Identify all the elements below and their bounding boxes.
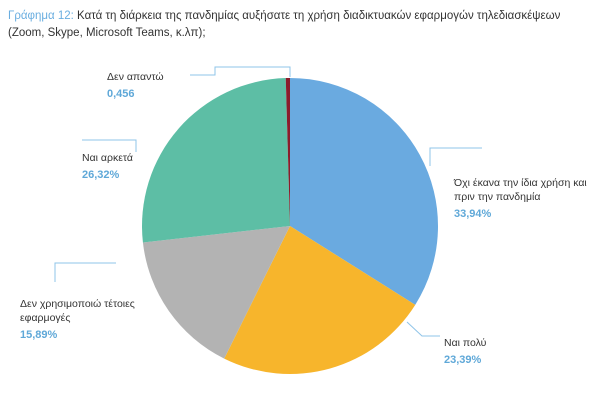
slice-label: Ναι αρκετά 26,32%	[82, 151, 202, 182]
slice	[224, 226, 416, 375]
slice-label: Δεν απαντώ 0,456	[107, 70, 217, 101]
leader-line	[82, 139, 137, 152]
slice-label: Δεν χρησιμοποιώ τέτοιες εφαρμογές 15,89%	[20, 297, 155, 342]
slice	[142, 78, 290, 243]
leader-line	[54, 262, 116, 282]
category-label: Δεν χρησιμοποιώ τέτοιες εφαρμογές	[20, 298, 135, 324]
figure-label: Γράφημα 12:	[8, 10, 74, 22]
slice	[290, 78, 439, 305]
slice-label: Όχι έκανα την ίδια χρήση και πριν την πα…	[454, 176, 594, 221]
category-label: Ναι αρκετά	[82, 152, 133, 164]
slice-label: Ναι πολύ 23,39%	[444, 336, 564, 367]
category-label: Όχι έκανα την ίδια χρήση και πριν την πα…	[454, 177, 587, 203]
value-label: 15,89%	[20, 329, 58, 341]
value-label: 23,39%	[444, 354, 482, 366]
chart-title: Γράφημα 12: Κατά τη διάρκεια της πανδημί…	[8, 8, 568, 42]
value-label: 0,456	[107, 88, 135, 100]
leader-line	[406, 321, 440, 337]
leader-line	[190, 66, 291, 77]
category-label: Δεν απαντώ	[107, 71, 164, 83]
leader-line	[429, 147, 482, 166]
value-label: 33,94%	[454, 208, 492, 220]
title-text: Κατά τη διάρκεια της πανδημίας αυξήσατε …	[8, 10, 561, 39]
slice	[142, 226, 290, 359]
value-label: 26,32%	[82, 169, 120, 181]
slice	[285, 78, 290, 226]
category-label: Ναι πολύ	[444, 337, 487, 349]
